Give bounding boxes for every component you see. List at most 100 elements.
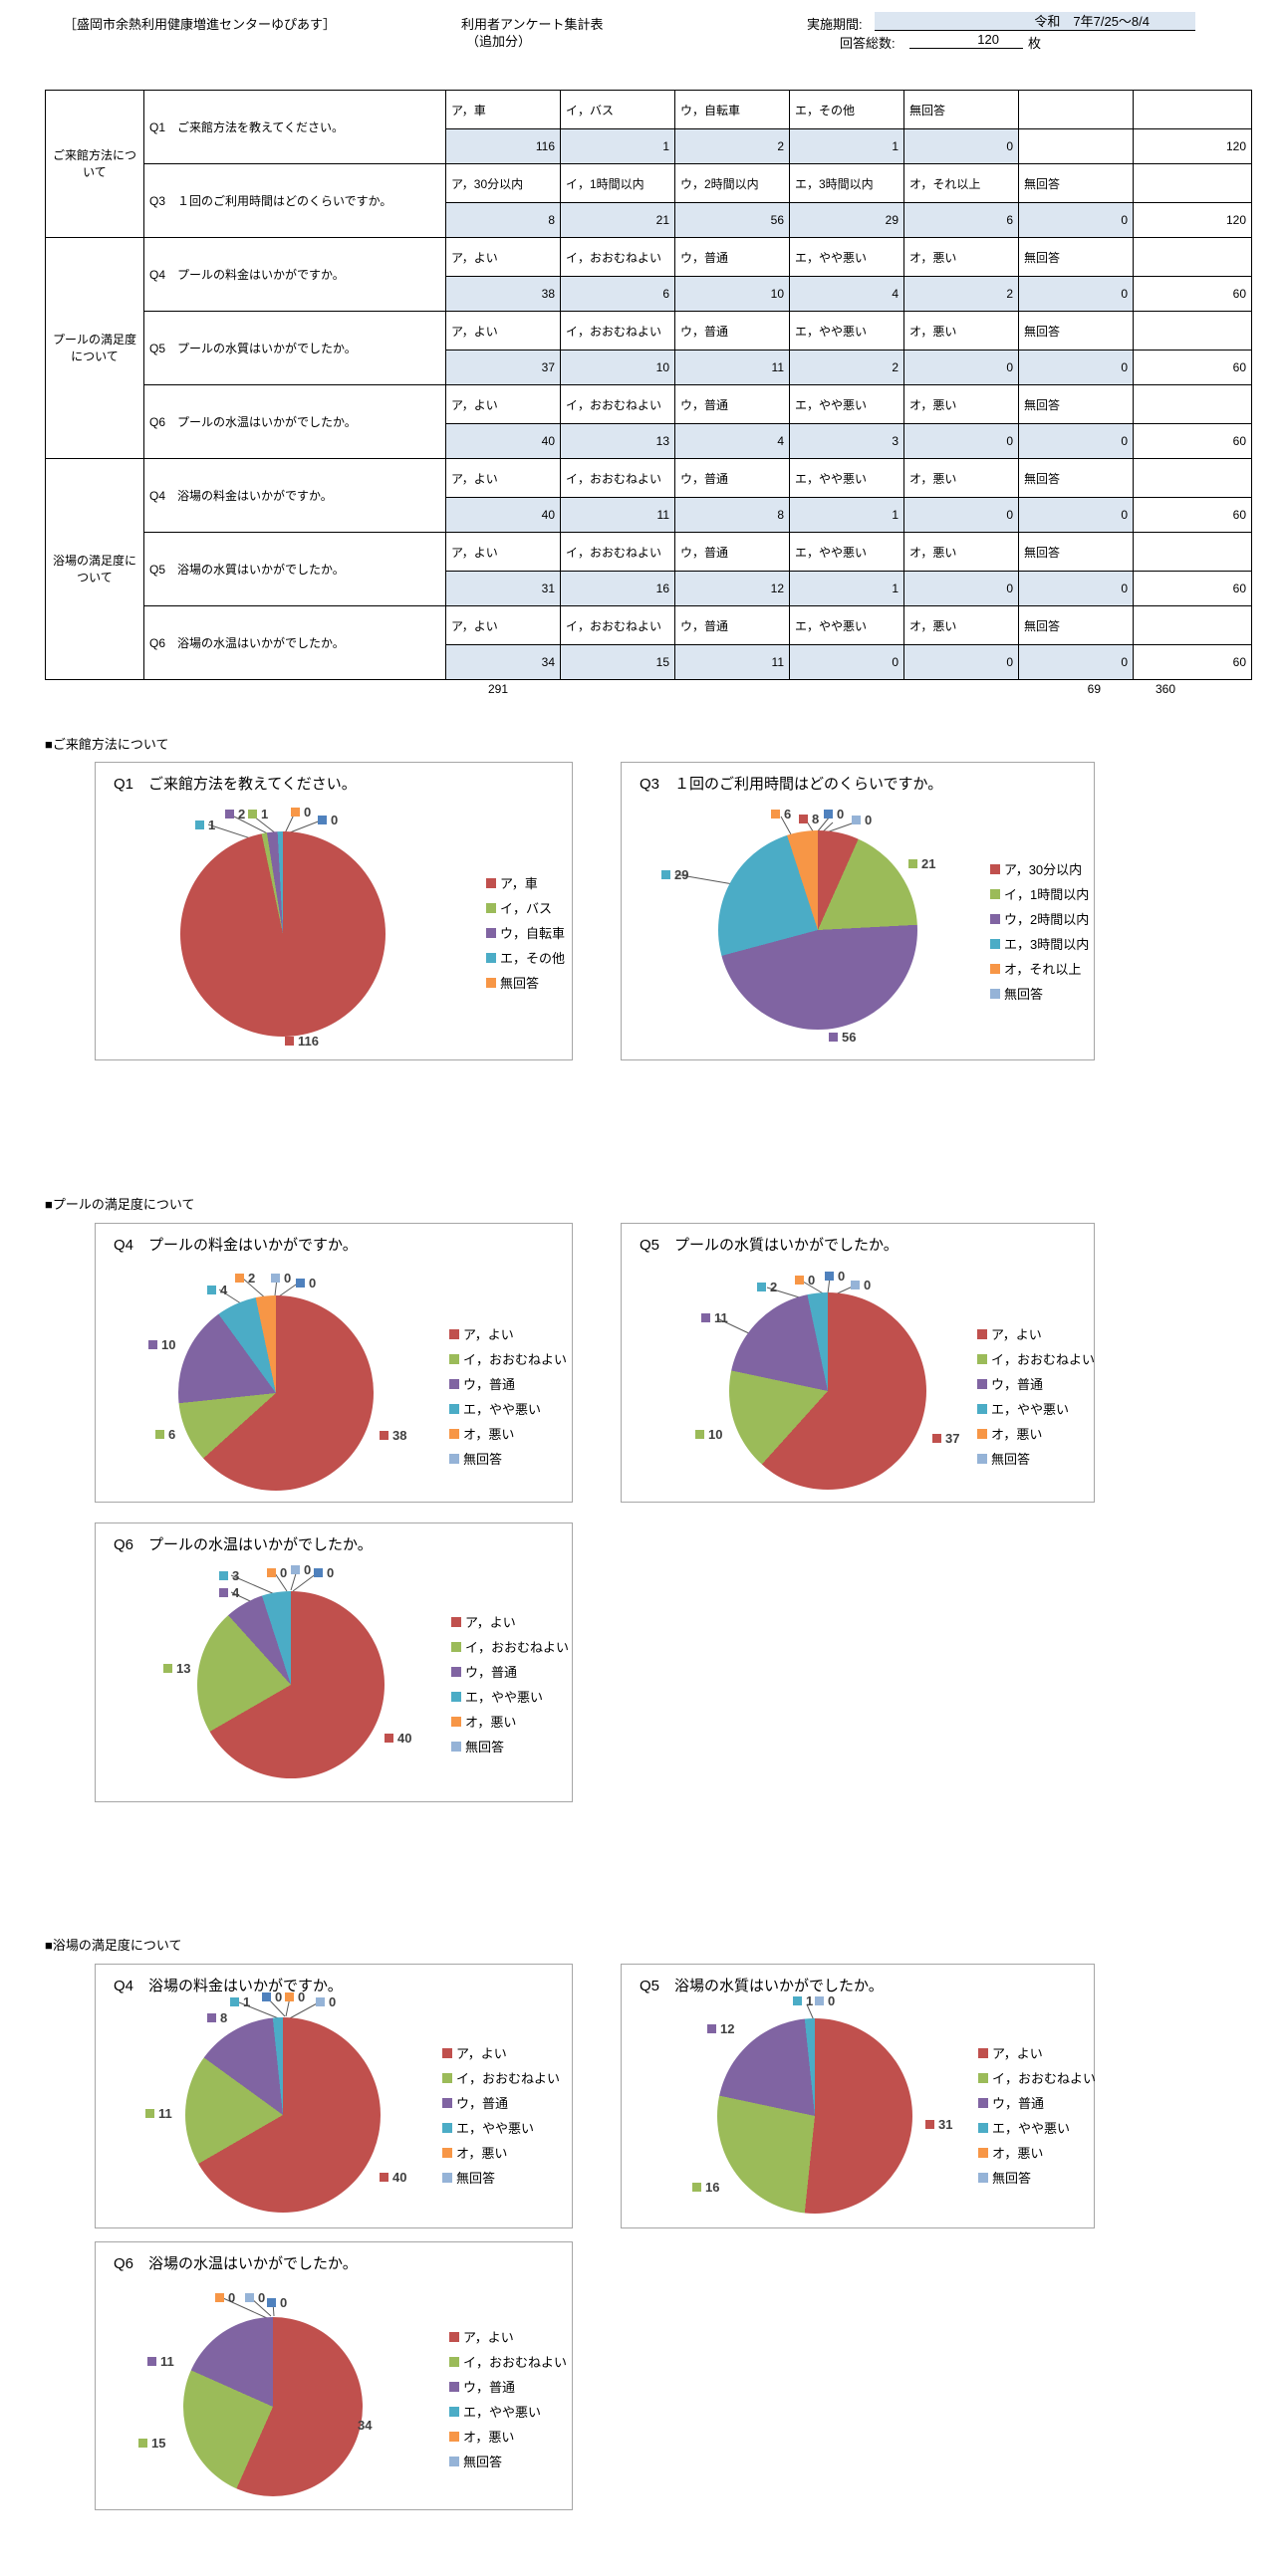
value-cell[interactable]: 16	[560, 571, 675, 606]
value-cell[interactable]: 8	[445, 202, 561, 238]
data-label-value: 11	[158, 2106, 172, 2121]
value-cell[interactable]: 0	[1018, 423, 1134, 459]
value-cell[interactable]: 13	[560, 423, 675, 459]
legend-label: ア，よい	[465, 1615, 516, 1630]
value-cell[interactable]: 56	[674, 202, 790, 238]
value-cell[interactable]: 2	[674, 128, 790, 164]
value-cell[interactable]: 4	[789, 276, 904, 312]
label-marker-icon	[267, 1568, 276, 1577]
value-cell[interactable]: 38	[445, 276, 561, 312]
value-cell[interactable]: 11	[674, 644, 790, 680]
value-cell[interactable]: 40	[445, 423, 561, 459]
period-value-cell[interactable]: 令和 7年7/25～8/4	[875, 12, 1195, 31]
value-cell[interactable]: 0	[1018, 571, 1134, 606]
label-marker-icon	[207, 2013, 216, 2022]
option-header-cell: オ，悪い	[903, 532, 1019, 572]
data-label: 40	[380, 2170, 406, 2185]
spacer-cell	[1133, 90, 1252, 129]
value-cell[interactable]: 2	[789, 350, 904, 385]
value-cell[interactable]: 21	[560, 202, 675, 238]
legend-item: オ，それ以上	[990, 956, 1089, 981]
legend-marker-icon	[977, 1453, 987, 1464]
legend-marker-icon	[978, 2072, 988, 2083]
value-cell[interactable]: 6	[903, 202, 1019, 238]
legend-label: 無回答	[463, 1452, 503, 1467]
value-cell[interactable]: 37	[445, 350, 561, 385]
legend-marker-icon	[442, 2072, 452, 2083]
value-cell[interactable]: 29	[789, 202, 904, 238]
legend-marker-icon	[486, 952, 496, 963]
chart-legend: ア，よい イ，おおむねよい ウ，普通 エ，やや悪い オ，悪い 無回答	[977, 1321, 1095, 1471]
value-cell[interactable]: 11	[674, 350, 790, 385]
option-header-cell: エ，3時間以内	[789, 163, 904, 203]
option-header-cell: エ，やや悪い	[789, 237, 904, 277]
label-marker-icon	[219, 1588, 228, 1597]
value-cell[interactable]: 8	[674, 497, 790, 533]
empty-area-cell	[1018, 90, 1134, 129]
response-count-value-cell[interactable]: 120	[909, 31, 1023, 49]
option-header-cell: エ，やや悪い	[789, 605, 904, 645]
data-label: 8	[799, 812, 819, 826]
value-cell[interactable]: 40	[445, 497, 561, 533]
data-label-value: 34	[358, 2418, 373, 2433]
value-cell[interactable]: 1	[789, 571, 904, 606]
value-cell[interactable]: 0	[1018, 202, 1134, 238]
value-cell[interactable]: 0	[1018, 276, 1134, 312]
legend-item: エ，その他	[486, 945, 565, 970]
value-cell[interactable]: 31	[445, 571, 561, 606]
data-label-value: 15	[151, 2436, 166, 2451]
option-header-cell: オ，悪い	[903, 311, 1019, 351]
value-cell[interactable]: 10	[674, 276, 790, 312]
value-cell[interactable]: 0	[903, 128, 1019, 164]
value-cell[interactable]: 2	[903, 276, 1019, 312]
value-cell[interactable]: 3	[789, 423, 904, 459]
value-cell[interactable]: 0	[903, 644, 1019, 680]
option-header-cell: 無回答	[1018, 532, 1134, 572]
option-header-cell: オ，悪い	[903, 458, 1019, 498]
label-marker-icon	[230, 1997, 239, 2006]
value-cell[interactable]: 0	[1018, 644, 1134, 680]
data-label-value: 40	[392, 2170, 407, 2185]
value-cell[interactable]: 4	[674, 423, 790, 459]
data-label: 21	[908, 856, 935, 871]
legend-marker-icon	[449, 1428, 459, 1439]
value-cell[interactable]: 1	[789, 497, 904, 533]
pie-graphic	[180, 831, 386, 1037]
option-header-cell: ア，よい	[445, 458, 561, 498]
value-cell[interactable]: 116	[445, 128, 561, 164]
value-cell[interactable]: 0	[789, 644, 904, 680]
legend-item: エ，やや悪い	[449, 2399, 567, 2424]
data-label: 0	[824, 807, 844, 821]
legend-label: 無回答	[991, 1452, 1031, 1467]
legend-marker-icon	[449, 2406, 459, 2417]
data-label: 4	[219, 1585, 239, 1600]
value-cell[interactable]: 10	[560, 350, 675, 385]
data-label: 11	[145, 2106, 172, 2121]
value-cell[interactable]: 6	[560, 276, 675, 312]
legend-marker-icon	[442, 2147, 452, 2158]
value-cell[interactable]: 0	[903, 497, 1019, 533]
table-group-cell: プールの満足度について	[45, 237, 144, 459]
value-cell[interactable]: 11	[560, 497, 675, 533]
data-label-value: 0	[280, 1565, 288, 1580]
value-cell[interactable]: 12	[674, 571, 790, 606]
value-cell[interactable]: 0	[1018, 497, 1134, 533]
table-group-cell: ご来館方法について	[45, 90, 144, 238]
label-marker-icon	[793, 1996, 802, 2005]
option-header-cell: ア，よい	[445, 237, 561, 277]
value-cell[interactable]: 15	[560, 644, 675, 680]
data-label: 1	[195, 818, 215, 832]
legend-label: オ，悪い	[456, 2146, 508, 2161]
option-header-cell: イ，バス	[560, 90, 675, 129]
value-cell[interactable]: 0	[903, 350, 1019, 385]
value-cell[interactable]: 0	[1018, 350, 1134, 385]
data-label: 0	[215, 2290, 235, 2305]
value-cell[interactable]: 1	[560, 128, 675, 164]
data-label-value: 0	[837, 807, 845, 821]
pie-chart-pool-fee: Q4 プールの料金はいかがですか。 4 2 0 0 10 6 38 ア，よい イ，おおむねよい ウ，…	[95, 1223, 573, 1503]
value-cell[interactable]: 1	[789, 128, 904, 164]
value-cell[interactable]: 0	[903, 571, 1019, 606]
value-cell[interactable]: 0	[903, 423, 1019, 459]
value-cell[interactable]: 34	[445, 644, 561, 680]
legend-item: ア，よい	[451, 1609, 569, 1634]
